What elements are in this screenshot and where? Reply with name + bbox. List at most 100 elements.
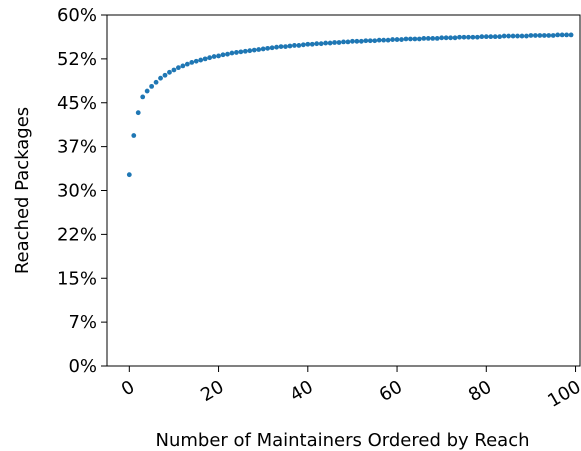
data-point	[443, 35, 449, 41]
data-point	[363, 38, 369, 44]
data-point	[501, 33, 507, 39]
data-point	[238, 49, 244, 55]
data-point	[256, 47, 262, 52]
y-tick-label: 37%	[57, 137, 97, 158]
data-point	[234, 50, 239, 55]
data-point	[461, 34, 467, 40]
data-point	[492, 34, 498, 40]
data-point	[479, 34, 485, 40]
data-point	[425, 36, 431, 41]
data-point	[358, 38, 364, 44]
data-point	[559, 32, 565, 38]
data-point	[510, 33, 516, 39]
data-point	[300, 42, 306, 48]
data-point	[483, 34, 489, 40]
y-tick-label: 30%	[57, 181, 97, 202]
data-point	[193, 58, 199, 64]
data-point	[189, 59, 195, 65]
data-point	[412, 36, 418, 42]
y-axis-label: Reached Packages	[12, 107, 33, 274]
data-point	[216, 53, 221, 59]
data-point	[305, 41, 311, 47]
data-point	[171, 67, 177, 73]
data-point	[207, 55, 213, 61]
data-point	[144, 88, 150, 94]
data-points	[126, 32, 574, 178]
data-point	[372, 38, 378, 44]
data-point	[434, 36, 440, 41]
data-point	[354, 38, 360, 44]
data-point	[184, 61, 190, 67]
data-point	[474, 34, 480, 40]
data-point	[470, 34, 476, 40]
data-point	[180, 63, 186, 69]
data-point	[488, 34, 494, 40]
data-point	[394, 37, 400, 42]
data-point	[131, 133, 137, 138]
x-tick-label: 100	[544, 376, 581, 411]
data-point	[515, 33, 520, 39]
data-point	[175, 65, 181, 71]
data-point	[153, 79, 159, 85]
data-point	[225, 51, 230, 57]
data-point	[135, 110, 141, 116]
data-point	[390, 37, 395, 42]
data-point	[550, 33, 556, 38]
data-point	[229, 50, 235, 56]
x-tick-label: 0	[118, 376, 138, 400]
data-point	[439, 35, 445, 41]
data-point	[421, 36, 427, 41]
data-point	[376, 37, 382, 43]
x-axis-ticks: 0 20 40 60 80 100	[118, 366, 581, 412]
x-tick-label: 40	[286, 376, 316, 406]
x-tick-label: 60	[376, 376, 406, 406]
y-tick-label: 7%	[68, 312, 97, 333]
data-point	[242, 48, 248, 54]
data-point	[399, 37, 404, 42]
y-tick-label: 22%	[57, 224, 97, 245]
data-point	[269, 45, 275, 51]
data-point	[158, 75, 163, 81]
data-point	[564, 32, 570, 38]
data-point	[367, 38, 373, 44]
data-point	[278, 44, 284, 49]
data-point	[381, 37, 387, 43]
data-point	[528, 33, 534, 38]
data-point	[537, 33, 543, 38]
y-axis-ticks: 0% 7% 15% 22% 30% 37% 45% 52% 60%	[57, 5, 107, 377]
data-point	[416, 36, 422, 42]
data-point	[167, 69, 172, 75]
data-point	[336, 40, 342, 45]
data-point	[318, 41, 324, 47]
data-point	[283, 44, 288, 49]
data-point	[466, 34, 471, 40]
y-tick-label: 60%	[57, 5, 97, 26]
y-tick-label: 15%	[57, 268, 97, 289]
data-point	[385, 37, 391, 43]
data-point	[260, 46, 266, 52]
data-point	[341, 39, 346, 45]
data-point	[546, 33, 552, 38]
data-point	[287, 43, 293, 49]
data-point	[162, 72, 168, 78]
data-point	[430, 36, 436, 41]
y-tick-label: 0%	[68, 356, 97, 377]
data-point	[211, 54, 217, 59]
y-tick-label: 45%	[57, 93, 97, 114]
data-point	[457, 34, 462, 40]
data-point	[541, 33, 547, 38]
data-point	[332, 40, 337, 45]
data-point	[403, 36, 409, 42]
data-point	[408, 36, 413, 42]
data-point	[519, 33, 525, 39]
x-axis-label: Number of Maintainers Ordered by Reach	[155, 430, 529, 451]
data-point	[345, 39, 351, 45]
data-point	[202, 56, 208, 62]
x-tick-label: 20	[197, 376, 227, 406]
data-point	[327, 40, 333, 46]
data-point	[448, 35, 453, 41]
data-point	[568, 32, 574, 38]
data-point	[251, 47, 257, 53]
data-point	[198, 57, 204, 63]
